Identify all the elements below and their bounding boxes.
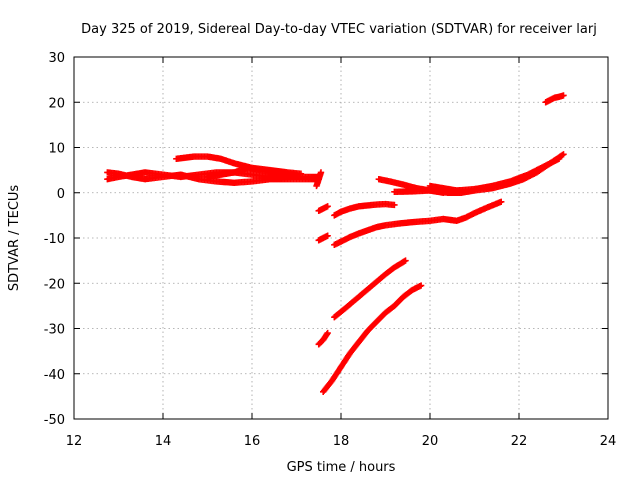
x-axis-label: GPS time / hours (287, 460, 396, 475)
series-track (426, 155, 563, 194)
data-point (498, 198, 505, 205)
x-tick-label: 18 (333, 434, 350, 449)
x-tick-label: 22 (511, 434, 528, 449)
data-point (317, 169, 325, 176)
data-point (560, 92, 567, 99)
data-point (324, 203, 331, 210)
series-track (104, 169, 322, 186)
y-tick-label: 30 (48, 51, 65, 66)
series-track (320, 282, 425, 396)
chart-title: Day 325 of 2019, Sidereal Day-to-day VTE… (81, 22, 597, 37)
x-tick-label: 24 (600, 434, 617, 449)
series-track (542, 92, 567, 106)
data-point (560, 151, 567, 158)
y-axis-label: SDTVAR / TECUs (7, 185, 22, 292)
y-tick-label: 0 (57, 187, 65, 202)
y-tick-label: -20 (44, 277, 65, 292)
y-tick-label: 10 (48, 142, 65, 157)
data-point (402, 257, 409, 264)
data-point (391, 201, 398, 209)
series-track (204, 164, 300, 181)
x-tick-label: 16 (244, 434, 261, 449)
series-track (331, 200, 398, 219)
data-point (417, 282, 425, 289)
y-tick-label: -50 (44, 413, 65, 428)
x-tick-label: 12 (66, 434, 83, 449)
series-track (331, 257, 409, 321)
data-point (293, 171, 300, 178)
data-point (324, 232, 331, 239)
y-tick-label: -10 (44, 232, 65, 247)
y-tick-label: -30 (44, 323, 65, 338)
series-track (315, 203, 331, 215)
series-track (313, 169, 325, 190)
data-point (324, 329, 331, 337)
data-point (559, 151, 566, 159)
x-tick-label: 20 (422, 434, 439, 449)
data-points (104, 92, 567, 396)
axis-ticks: 12 14 16 18 20 22 24 30 20 10 0 -10 -20 -30 -40 -50 (44, 51, 617, 449)
y-tick-label: 20 (48, 96, 65, 111)
x-tick-label: 14 (155, 434, 172, 449)
y-tick-label: -40 (44, 368, 65, 383)
series-track (331, 198, 505, 248)
data-point (297, 170, 305, 177)
grid-lines (74, 57, 608, 419)
data-point (555, 155, 563, 163)
series-track (315, 232, 331, 244)
series-track (315, 329, 331, 348)
